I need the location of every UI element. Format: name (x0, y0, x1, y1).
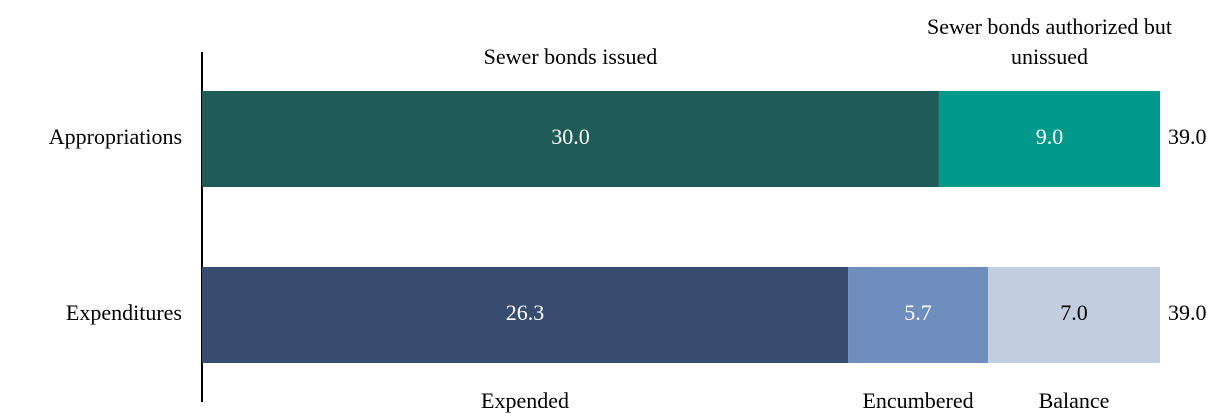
legend-label: Expended (481, 388, 569, 413)
value-label: 26.3 (506, 300, 545, 325)
value-label: 7.0 (1060, 300, 1088, 325)
legend-label: Encumbered (862, 388, 974, 413)
legend-label: Sewer bonds issued (483, 44, 658, 69)
total-label: 39.0 (1168, 124, 1207, 149)
bar-segment (988, 267, 1160, 363)
value-label: 30.0 (551, 124, 590, 149)
legend-label: Sewer bonds authorized but unissued (926, 14, 1172, 69)
bar-segment (848, 267, 989, 363)
legend-label: Balance (1038, 388, 1110, 413)
value-label: 5.7 (904, 300, 932, 325)
category-label: Expenditures (66, 300, 182, 325)
bar-segment (938, 91, 1160, 187)
category-label: Appropriations (49, 124, 182, 149)
bar-segment (202, 91, 939, 187)
bar-segment (202, 267, 849, 363)
value-label: 9.0 (1036, 124, 1064, 149)
total-label: 39.0 (1168, 300, 1207, 325)
